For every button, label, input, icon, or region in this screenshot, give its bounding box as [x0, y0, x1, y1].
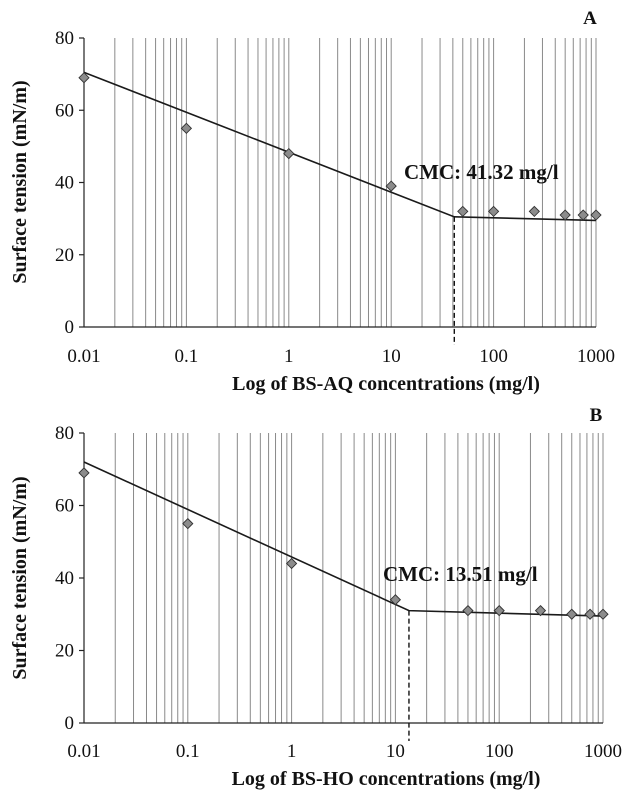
panel-b-y-tick-label: 60	[55, 496, 74, 517]
panel-b-data-point	[493, 604, 505, 617]
panel-a: 0 20 40 60 80 0.01 0.1 1 10 100 1000 A CMC: 41.32 …	[9, 8, 615, 395]
panel-b-fit-line	[83, 461, 604, 617]
panel-a-x-tick-label: 1000	[577, 346, 615, 367]
panel-b-data-point	[182, 517, 194, 530]
panel-a-y-tick-label: 40	[55, 173, 74, 194]
panel-b-y-tick-label: 20	[55, 641, 74, 662]
panel-a-data-point	[283, 147, 295, 160]
panel-b-y-tick-label: 80	[55, 423, 74, 444]
panel-a-data-point	[78, 72, 90, 84]
panel-a-x-axis-label: Log of BS-AQ concentrations (mg/l)	[232, 373, 540, 395]
panel-b-y-axis-label: Surface tension (mN/m)	[9, 476, 31, 679]
panel-b-data-point	[597, 608, 609, 620]
panel-a-y-tick-label: 60	[55, 100, 74, 121]
panel-a-fit-line	[83, 71, 597, 222]
panel-a-x-tick-label: 0.1	[175, 346, 199, 367]
panel-b-x-axis-label: Log of BS-HO concentrations (mg/l)	[232, 768, 541, 790]
panel-a-letter: A	[583, 8, 597, 29]
panel-b-data-point	[389, 594, 402, 606]
panel-b-data-point	[285, 557, 298, 570]
panel-b-x-tick-label: 1000	[584, 741, 622, 762]
panel-b-y-tick-label: 0	[65, 713, 75, 734]
panel-a-data-point	[385, 180, 397, 192]
panel-a-data-point	[457, 205, 469, 218]
panel-a-y-tick-label: 80	[55, 28, 74, 49]
panel-b-data-point	[566, 608, 578, 620]
panel-b-x-tick-label: 100	[485, 741, 514, 762]
panel-a-y-axis-label: Surface tension (mN/m)	[9, 80, 31, 283]
panel-b-data-point	[78, 467, 90, 479]
panel-a-x-tick-label: 10	[382, 346, 401, 367]
panel-b-data-point	[584, 608, 596, 620]
panel-a-x-tick-label: 1	[284, 346, 294, 367]
panel-a-x-tick-label: 0.01	[67, 346, 100, 367]
panel-a-data-point	[559, 209, 571, 221]
panel-a-data-point	[590, 209, 602, 221]
panel-a-data-point	[577, 209, 589, 221]
panel-b-y-tick-label: 40	[55, 568, 74, 589]
panel-b: 0 20 40 60 80 0.01 0.1 1 10 100 1000 B CMC: 13.51 …	[9, 405, 622, 790]
panel-a-y-tick-label: 20	[55, 245, 74, 266]
panel-b-x-tick-label: 1	[287, 741, 297, 762]
panel-a-data-point	[487, 205, 500, 218]
panel-a-data-point	[180, 122, 193, 134]
panel-b-x-tick-label: 10	[386, 741, 405, 762]
panel-b-cmc-label: CMC: 13.51 mg/l	[383, 562, 538, 586]
panel-a-data-point	[528, 205, 540, 218]
panel-b-x-tick-label: 0.01	[67, 741, 100, 762]
panel-a-y-tick-label: 0	[65, 317, 75, 338]
panel-a-x-tick-label: 100	[479, 346, 508, 367]
panel-b-data-point	[462, 604, 474, 617]
panel-b-x-tick-label: 0.1	[176, 741, 200, 762]
panel-b-data-point	[534, 604, 547, 617]
panel-b-letter: B	[590, 405, 603, 426]
panel-a-cmc-label: CMC: 41.32 mg/l	[404, 160, 559, 184]
